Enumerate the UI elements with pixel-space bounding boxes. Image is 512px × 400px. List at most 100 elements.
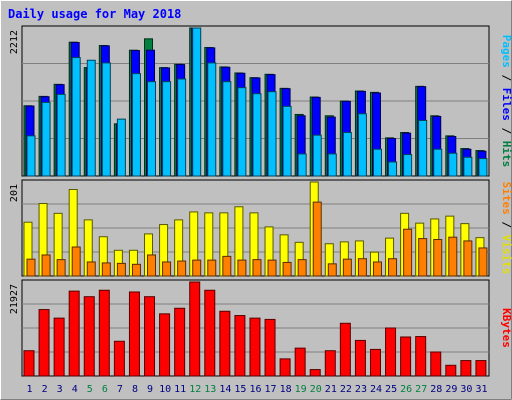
bar-kbytes-day-23 [354, 339, 366, 377]
x-label-day-15: 15 [234, 384, 246, 395]
bar-sites-day-24 [372, 261, 382, 277]
bar-pages-day-25 [388, 161, 398, 177]
x-label-day-5: 5 [87, 384, 93, 395]
bar-sites-day-7 [116, 262, 126, 277]
bar-kbytes-day-22 [339, 322, 351, 377]
y-max-label-visits-sites: 201 [9, 184, 20, 202]
bar-kbytes-day-26 [400, 336, 412, 377]
bar-pages-day-21 [327, 153, 337, 177]
bar-sites-day-10 [162, 261, 172, 277]
bar-pages-day-26 [403, 154, 413, 177]
legend-item-files: Files [500, 88, 512, 121]
bar-pages-day-29 [448, 152, 458, 177]
legend-item-pages: Pages [500, 35, 512, 68]
bar-sites-day-3 [56, 259, 66, 277]
y-max-label-kbytes: 21927 [9, 284, 20, 314]
x-label-day-26: 26 [400, 384, 412, 395]
bar-pages-day-20 [312, 134, 322, 177]
bar-kbytes-day-11 [174, 307, 186, 377]
bar-pages-day-28 [433, 148, 443, 177]
chart-title: Daily usage for May 2018 [8, 7, 181, 21]
bar-sites-day-21 [327, 263, 337, 277]
bar-sites-day-17 [267, 259, 277, 277]
bar-kbytes-day-14 [219, 310, 231, 377]
bar-kbytes-day-15 [234, 315, 246, 377]
x-label-day-24: 24 [370, 384, 382, 395]
x-label-day-2: 2 [42, 384, 48, 395]
bar-sites-day-16 [252, 259, 262, 277]
bar-kbytes-day-18 [279, 358, 291, 377]
bar-kbytes-day-20 [309, 369, 321, 377]
bar-kbytes-day-8 [128, 291, 140, 377]
x-label-day-31: 31 [475, 384, 487, 395]
bar-sites-day-28 [433, 239, 443, 277]
bar-pages-day-31 [478, 158, 488, 177]
bar-pages-day-11 [177, 78, 187, 177]
bar-sites-day-5 [86, 261, 96, 277]
bar-pages-day-8 [131, 73, 141, 177]
bar-sites-day-30 [463, 240, 473, 277]
bar-pages-day-19 [297, 153, 307, 177]
bar-pages-day-30 [463, 156, 473, 177]
bar-sites-day-8 [131, 263, 141, 277]
bar-pages-day-24 [372, 148, 382, 177]
x-label-day-28: 28 [430, 384, 442, 395]
bar-sites-day-9 [147, 254, 157, 277]
bar-pages-day-4 [71, 57, 81, 177]
x-label-day-1: 1 [27, 384, 33, 395]
bar-kbytes-day-10 [159, 313, 171, 377]
bar-pages-day-16 [252, 93, 262, 177]
bar-pages-day-17 [267, 91, 277, 177]
x-label-day-7: 7 [117, 384, 123, 395]
x-label-day-14: 14 [219, 384, 231, 395]
x-label-day-3: 3 [57, 384, 63, 395]
bar-pages-day-27 [418, 119, 428, 177]
bar-sites-day-18 [282, 261, 292, 277]
x-label-day-19: 19 [295, 384, 307, 395]
bar-sites-day-6 [101, 262, 111, 277]
bar-kbytes-day-3 [53, 317, 65, 377]
bar-kbytes-day-13 [204, 289, 216, 377]
legend-item-visits: Visits [500, 235, 512, 275]
bar-pages-day-3 [56, 93, 66, 177]
bar-sites-day-19 [297, 259, 307, 277]
bar-kbytes-day-30 [460, 360, 472, 377]
x-label-day-27: 27 [415, 384, 427, 395]
bar-pages-day-5 [86, 59, 96, 177]
bar-pages-day-7 [116, 118, 126, 177]
x-label-day-30: 30 [460, 384, 472, 395]
legend-item-kbytes: KBytes [500, 308, 512, 348]
bar-sites-day-13 [207, 259, 217, 277]
bar-pages-day-2 [41, 101, 51, 177]
x-label-day-20: 20 [310, 384, 322, 395]
bar-kbytes-day-2 [38, 309, 50, 377]
bar-kbytes-day-27 [415, 336, 427, 377]
bar-sites-day-1 [26, 258, 36, 277]
x-label-day-8: 8 [132, 384, 138, 395]
bar-pages-day-12 [192, 27, 202, 177]
bar-kbytes-day-29 [445, 364, 457, 377]
x-label-day-25: 25 [385, 384, 397, 395]
legend-separator: / [500, 215, 512, 235]
x-label-day-16: 16 [249, 384, 261, 395]
bar-kbytes-day-21 [324, 350, 336, 377]
bar-kbytes-day-12 [189, 281, 201, 377]
bar-kbytes-day-5 [83, 296, 95, 377]
legend-visits-sites: Sites / Visits [500, 182, 512, 275]
bar-sites-day-31 [478, 247, 488, 277]
x-label-day-29: 29 [445, 384, 457, 395]
bar-pages-day-6 [101, 62, 111, 177]
bar-sites-day-12 [192, 259, 202, 277]
bar-sites-day-14 [222, 255, 232, 277]
bar-kbytes-day-19 [294, 347, 306, 377]
legend-separator: / [500, 68, 512, 88]
bar-pages-day-23 [357, 113, 367, 177]
x-label-day-12: 12 [189, 384, 201, 395]
bar-pages-day-14 [222, 81, 232, 177]
x-label-day-22: 22 [340, 384, 352, 395]
bar-kbytes-day-28 [430, 351, 442, 377]
bar-pages-day-1 [26, 135, 36, 177]
bar-kbytes-day-17 [264, 318, 276, 377]
bar-kbytes-day-4 [68, 290, 80, 377]
